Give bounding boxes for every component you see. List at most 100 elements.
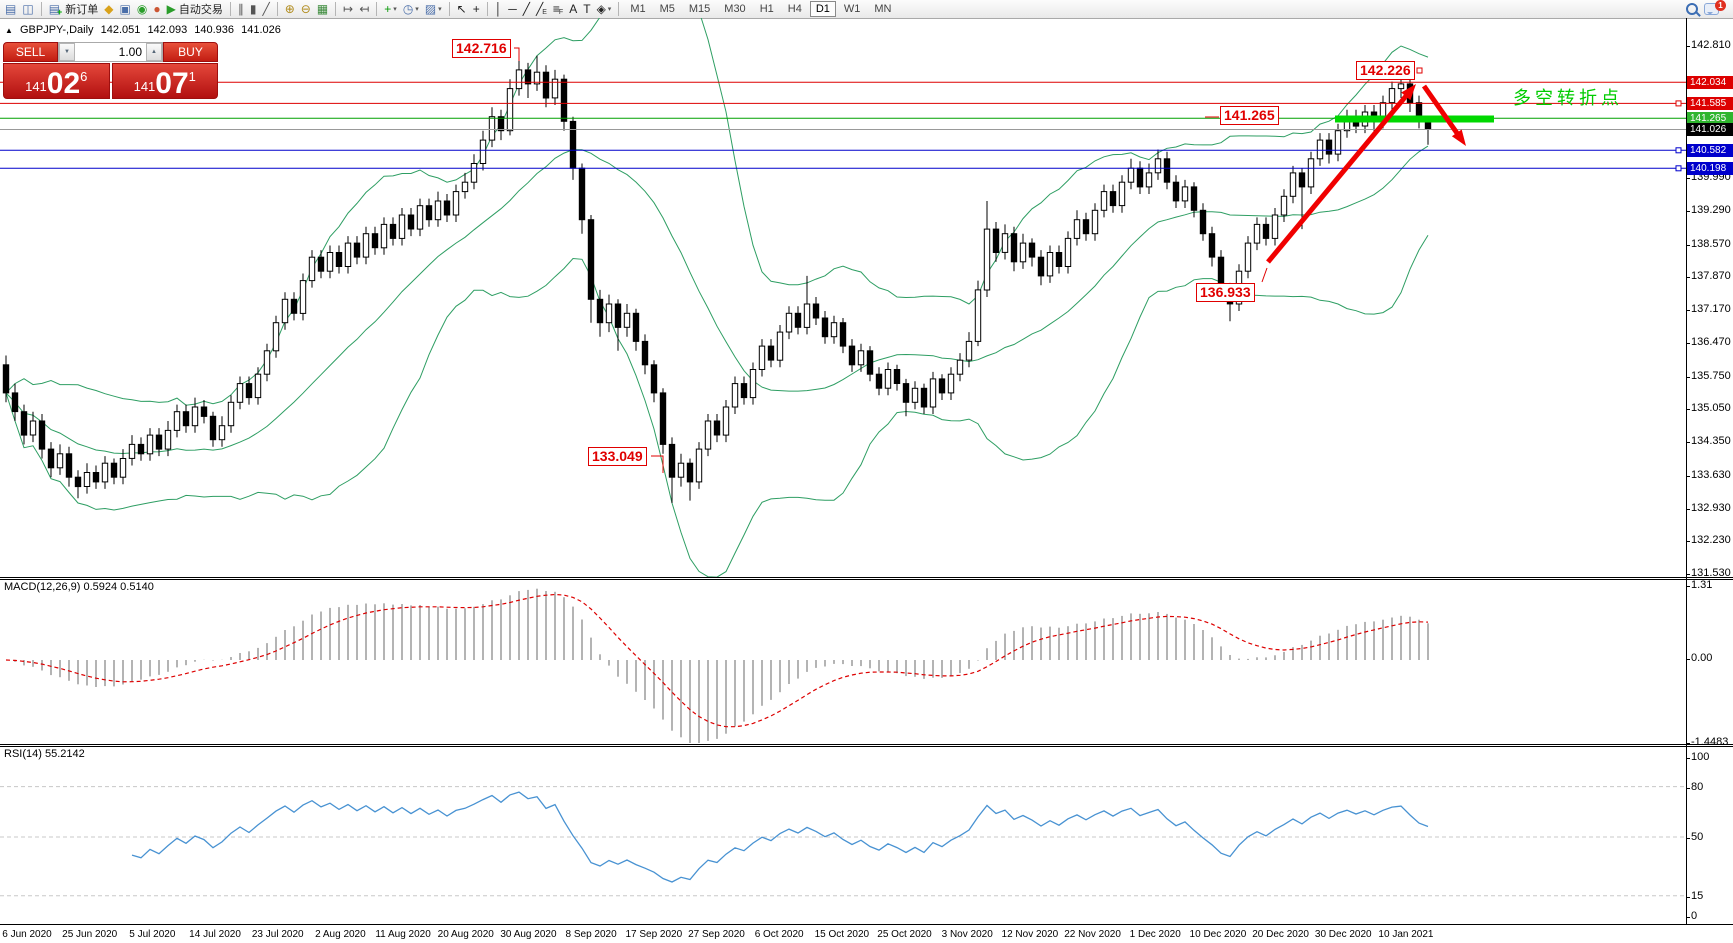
- y-tick: 137.870: [1686, 270, 1731, 283]
- toolbar-separator: [40, 2, 42, 16]
- trend-arrow-1[interactable]: [1266, 90, 1412, 264]
- volume-increase-button[interactable]: ▲: [146, 43, 162, 61]
- periods-icon[interactable]: ◷ ▾: [402, 2, 419, 16]
- toolbar-separator: [229, 2, 231, 16]
- bar-chart-icon[interactable]: ∥: [237, 2, 244, 16]
- volume-box: ▼ ▲: [58, 42, 163, 62]
- indicators-icon[interactable]: + ▾: [384, 2, 397, 16]
- toolbar-separator: [335, 2, 337, 16]
- macd-rsi-splitter[interactable]: [0, 744, 1733, 745]
- candlestick-icon[interactable]: ▮: [249, 2, 257, 16]
- buy-button[interactable]: BUY: [163, 42, 218, 62]
- timeframe-mn[interactable]: MN: [874, 3, 892, 15]
- timeframe-h1[interactable]: H1: [759, 3, 774, 15]
- axis-separator: [1686, 18, 1687, 925]
- toolbar-separator: [448, 2, 450, 16]
- volume-decrease-button[interactable]: ▼: [59, 43, 75, 61]
- date-axis-border: [0, 924, 1733, 925]
- date-tick: 6 Jun 2020: [2, 929, 52, 940]
- zoom-in-icon[interactable]: ⊕: [284, 2, 295, 16]
- timeframe-h4[interactable]: H4: [787, 3, 802, 15]
- crosshair-icon[interactable]: +: [472, 2, 480, 16]
- templates-icon[interactable]: ▨ ▾: [424, 2, 442, 16]
- date-tick: 15 Oct 2020: [814, 929, 870, 940]
- profiles-icon[interactable]: ◫: [22, 2, 34, 16]
- text-label-icon[interactable]: T: [583, 2, 591, 16]
- trend-arrow-2[interactable]: [1421, 84, 1463, 140]
- horizontal-line-icon[interactable]: ─: [508, 2, 517, 16]
- price-annotation-136.933[interactable]: 136.933: [1196, 283, 1255, 302]
- new-chart-icon[interactable]: ▤: [5, 2, 17, 16]
- y-tick: 139.290: [1686, 203, 1731, 216]
- y-tick: 132.930: [1686, 501, 1731, 514]
- price-low: 140.936: [194, 24, 235, 36]
- fibonacci-icon[interactable]: ≡ F: [552, 2, 564, 16]
- price-open: 142.051: [100, 24, 141, 36]
- symbol-info[interactable]: ▲ GBPJPY-,Daily 142.051 142.093 140.936 …: [5, 24, 285, 36]
- line-chart-icon[interactable]: ╱: [262, 2, 270, 16]
- date-tick: 14 Jul 2020: [189, 929, 241, 940]
- arrows-icon[interactable]: ◈ ▾: [596, 2, 612, 16]
- indicator-tick: 100: [1685, 751, 1710, 763]
- date-tick: 12 Nov 2020: [1001, 929, 1059, 940]
- chat-notification-icon[interactable]: 1: [1704, 0, 1726, 15]
- date-tick: 22 Nov 2020: [1064, 929, 1121, 940]
- date-tick: 30 Aug 2020: [500, 929, 557, 940]
- one-click-trading-panel: SELL ▼ ▲ BUY 141 02 6 141 07 1: [3, 42, 218, 99]
- date-tick: 8 Sep 2020: [565, 929, 617, 940]
- price-annotation-142.226[interactable]: 142.226: [1356, 61, 1415, 80]
- support-band[interactable]: [1335, 115, 1494, 123]
- timeframe-m15[interactable]: M15: [688, 3, 711, 15]
- sell-price-big: 02: [46, 67, 81, 100]
- timeframe-m5[interactable]: M5: [659, 3, 675, 15]
- zoom-out-icon[interactable]: ⊖: [300, 2, 311, 16]
- y-tick: 137.170: [1686, 303, 1731, 316]
- terminal-icon[interactable]: ▣: [119, 2, 131, 16]
- buy-price[interactable]: 141 07 1: [111, 63, 218, 99]
- indicator-tick: -1.4483: [1685, 736, 1729, 748]
- chart-shift-icon[interactable]: ↤: [359, 2, 370, 16]
- autotrade-button[interactable]: ▶ 自动交易: [166, 2, 223, 16]
- indicator-tick: 80: [1685, 781, 1704, 793]
- macd-chart-canvas[interactable]: [0, 580, 1686, 743]
- timeframe-m1[interactable]: M1: [630, 3, 646, 15]
- price-annotation-133.049[interactable]: 133.049: [588, 447, 647, 466]
- timeframe-w1[interactable]: W1: [843, 3, 861, 15]
- cursor-icon[interactable]: ↖: [456, 2, 467, 16]
- price-tag-140.582: 140.582: [1687, 143, 1733, 157]
- date-tick: 6 Oct 2020: [754, 929, 804, 940]
- chart-macd-splitter[interactable]: [0, 577, 1733, 578]
- history-center-icon[interactable]: ◆: [104, 2, 114, 16]
- vertical-line-icon[interactable]: │: [494, 2, 503, 16]
- equidistant-channel-icon[interactable]: ╱ E: [536, 2, 547, 16]
- text-icon[interactable]: A: [569, 2, 578, 16]
- macd-label: MACD(12,26,9) 0.5924 0.5140: [4, 581, 154, 593]
- price-chart-canvas[interactable]: [0, 18, 1686, 577]
- signals-icon[interactable]: ◉: [136, 2, 148, 16]
- timeframe-m30[interactable]: M30: [724, 3, 746, 15]
- search-icon[interactable]: [1686, 3, 1698, 15]
- timeframe-d1[interactable]: D1: [809, 1, 836, 17]
- volume-input[interactable]: [75, 43, 146, 61]
- new-order-button[interactable]: ▤ + 新订单: [48, 2, 99, 17]
- market-icon[interactable]: ●: [153, 2, 161, 16]
- macd-signal-line: [5, 593, 1429, 728]
- price-annotation-141.265[interactable]: 141.265: [1220, 106, 1279, 125]
- candles: [2, 50, 1432, 503]
- rsi-chart-canvas[interactable]: [0, 747, 1686, 923]
- sell-price[interactable]: 141 02 6: [3, 63, 110, 99]
- price-high: 142.093: [147, 24, 188, 36]
- collapse-icon[interactable]: ▲: [5, 26, 13, 35]
- toolbar-separator: [618, 2, 620, 16]
- date-tick: 20 Aug 2020: [437, 929, 494, 940]
- rsi-panel-top-border: [0, 746, 1733, 747]
- date-tick: 20 Dec 2020: [1252, 929, 1309, 940]
- y-tick: 135.050: [1686, 402, 1731, 415]
- trendline-icon[interactable]: ╱: [522, 2, 530, 16]
- auto-scroll-icon[interactable]: ↦: [343, 2, 354, 16]
- sell-button[interactable]: SELL: [3, 42, 58, 62]
- price-annotation-142.716[interactable]: 142.716: [452, 39, 511, 58]
- tile-windows-icon[interactable]: ▦: [316, 2, 329, 16]
- turning-point-note[interactable]: 多空转折点: [1513, 88, 1623, 108]
- rsi-line: [131, 791, 1429, 883]
